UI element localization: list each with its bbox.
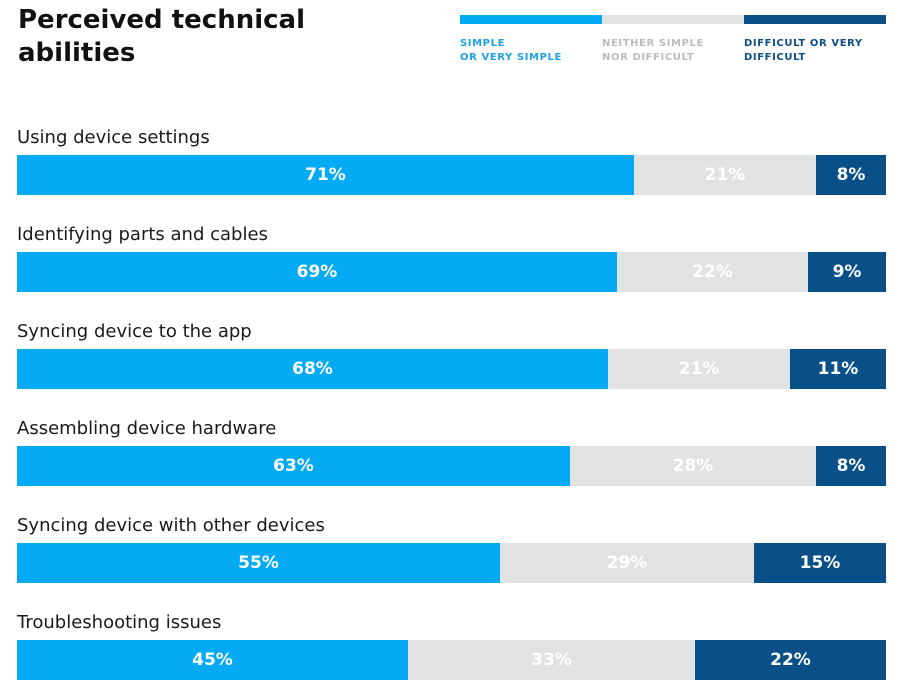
legend-label-difficult: DIFFICULT OR VERY DIFFICULT bbox=[744, 38, 863, 63]
bar-row: Identifying parts and cables 69% 22% 9% bbox=[0, 223, 900, 303]
bar-segment-simple: 71% bbox=[17, 155, 634, 195]
data-label: 22% bbox=[770, 650, 811, 670]
legend-label-neutral: NEITHER SIMPLE NOR DIFFICULT bbox=[602, 38, 704, 63]
data-label: 15% bbox=[799, 553, 841, 573]
data-label: 55% bbox=[238, 553, 279, 573]
legend-swatch-neutral bbox=[602, 15, 744, 24]
bar-segment-neutral: 29% bbox=[500, 543, 754, 583]
bar-segment-neutral: 21% bbox=[634, 155, 816, 195]
category-label: Syncing device with other devices bbox=[17, 515, 325, 536]
bar-row: Assembling device hardware 63% 28% 8% bbox=[0, 417, 900, 497]
bar-segment-neutral: 28% bbox=[570, 446, 816, 486]
legend-swatch-difficult bbox=[744, 15, 886, 24]
bar-segment-difficult: 15% bbox=[754, 543, 886, 583]
bar-segment-simple: 55% bbox=[17, 543, 500, 583]
chart-title: Perceived technical abilities bbox=[18, 5, 305, 68]
bar-segment-neutral: 33% bbox=[408, 640, 695, 680]
bar-row: Using device settings 71% 21% 8% bbox=[0, 126, 900, 206]
bar-segment-neutral: 22% bbox=[617, 252, 808, 292]
legend-swatch-simple bbox=[460, 15, 602, 24]
legend-item-simple: SIMPLE OR VERY SIMPLE bbox=[460, 15, 602, 75]
stacked-bar: 69% 22% 9% bbox=[17, 252, 886, 292]
data-label: 33% bbox=[531, 650, 572, 670]
stacked-bar: 45% 33% 22% bbox=[17, 640, 886, 680]
category-label: Identifying parts and cables bbox=[17, 224, 268, 245]
stacked-bar: 68% 21% 11% bbox=[17, 349, 886, 389]
data-label: 9% bbox=[832, 262, 862, 282]
stacked-bar: 55% 29% 15% bbox=[17, 543, 886, 583]
bar-segment-difficult: 8% bbox=[816, 155, 886, 195]
data-label: 21% bbox=[678, 359, 720, 379]
legend-label-simple: SIMPLE OR VERY SIMPLE bbox=[460, 38, 562, 63]
bar-segment-difficult: 8% bbox=[816, 446, 886, 486]
bar-row: Troubleshooting issues 45% 33% 22% bbox=[0, 611, 900, 691]
category-label: Using device settings bbox=[17, 127, 210, 148]
bar-segment-difficult: 11% bbox=[790, 349, 886, 389]
bar-segment-neutral: 21% bbox=[608, 349, 790, 389]
data-label: 8% bbox=[836, 456, 866, 476]
data-label: 68% bbox=[292, 359, 333, 379]
bar-segment-difficult: 22% bbox=[695, 640, 886, 680]
data-label: 71% bbox=[305, 165, 346, 185]
category-label: Assembling device hardware bbox=[17, 418, 277, 439]
bar-row: Syncing device to the app 68% 21% 11% bbox=[0, 320, 900, 400]
bar-segment-simple: 63% bbox=[17, 446, 570, 486]
legend-item-difficult: DIFFICULT OR VERY DIFFICULT bbox=[744, 15, 886, 75]
stacked-bar: 71% 21% 8% bbox=[17, 155, 886, 195]
bar-segment-simple: 69% bbox=[17, 252, 617, 292]
data-label: 29% bbox=[606, 553, 648, 573]
data-label: 22% bbox=[692, 262, 733, 282]
category-label: Syncing device to the app bbox=[17, 321, 252, 342]
category-label: Troubleshooting issues bbox=[17, 612, 222, 633]
data-label: 28% bbox=[672, 456, 714, 476]
legend-item-neutral: NEITHER SIMPLE NOR DIFFICULT bbox=[602, 15, 744, 75]
data-label: 63% bbox=[273, 456, 314, 476]
bar-row: Syncing device with other devices 55% 29% 1… bbox=[0, 514, 900, 594]
data-label: 11% bbox=[817, 359, 859, 379]
stacked-bar: 63% 28% 8% bbox=[17, 446, 886, 486]
bar-segment-difficult: 9% bbox=[808, 252, 886, 292]
bar-segment-simple: 68% bbox=[17, 349, 608, 389]
bar-segment-simple: 45% bbox=[17, 640, 408, 680]
data-label: 45% bbox=[192, 650, 233, 670]
data-label: 8% bbox=[836, 165, 866, 185]
chart-legend: SIMPLE OR VERY SIMPLE NEITHER SIMPLE NOR … bbox=[460, 15, 886, 75]
data-label: 21% bbox=[704, 165, 746, 185]
data-label: 69% bbox=[296, 262, 338, 282]
